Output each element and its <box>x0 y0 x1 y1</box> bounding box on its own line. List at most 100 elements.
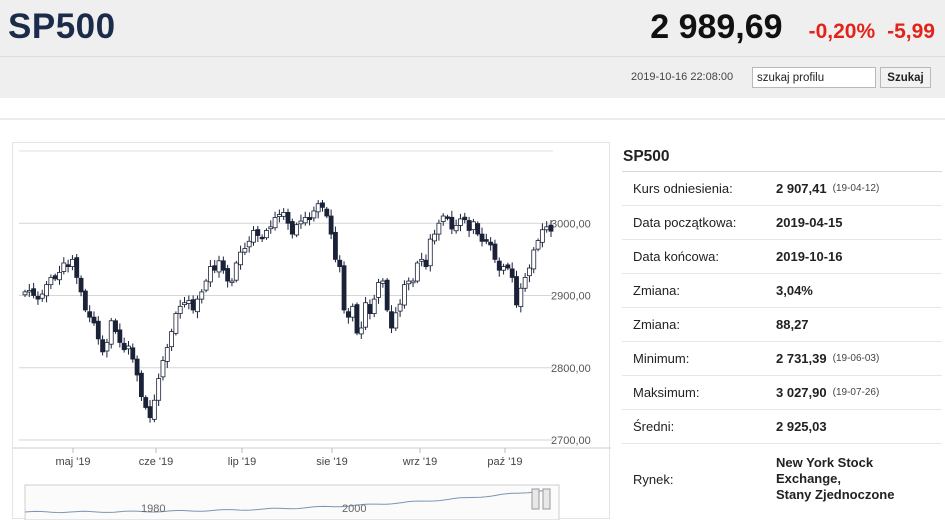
candle-body <box>259 236 265 240</box>
candle-body <box>531 249 537 270</box>
candle-body <box>104 342 110 352</box>
candle-body <box>311 210 317 219</box>
candle-body <box>453 225 459 232</box>
candle-body <box>186 300 192 304</box>
candle-body <box>108 320 114 345</box>
candle-body <box>307 217 312 221</box>
candle-body <box>337 259 343 267</box>
candle-body <box>488 241 494 246</box>
stats-row-value: 2 907,41 <box>776 181 827 196</box>
candle-body <box>207 266 213 283</box>
x-tick-label: paź '19 <box>487 456 522 468</box>
candle-body <box>406 280 412 285</box>
candle-body <box>113 320 118 333</box>
candle-body <box>522 277 528 289</box>
candle-body <box>272 217 278 229</box>
stats-row-market: Rynek: New York Stock Exchange, Stany Zj… <box>622 444 942 514</box>
stats-row-value: 2 731,39 <box>776 351 827 366</box>
candle-body <box>397 303 403 312</box>
candle-body <box>535 240 541 250</box>
candle-body <box>147 406 153 419</box>
candle-body <box>479 233 485 242</box>
candle-body <box>414 262 420 282</box>
candle-body <box>389 311 394 329</box>
stats-row: Średni: 2 925,03 <box>622 410 942 444</box>
candle-body <box>48 277 54 286</box>
x-tick-label: cze '19 <box>139 456 174 468</box>
stats-row-value: 3,04% <box>776 283 813 298</box>
candle-body <box>445 216 450 219</box>
candle-body <box>294 224 300 236</box>
navigator-handle-left[interactable] <box>531 488 540 510</box>
stats-row-date: (19-07-26) <box>832 387 880 398</box>
candle-body <box>363 302 369 328</box>
candle-body <box>427 238 433 267</box>
navigator-label: 2000 <box>342 503 366 515</box>
x-tick-label: sie '19 <box>316 456 347 468</box>
candle-body <box>139 372 144 398</box>
y-tick-label: 2900,00 <box>551 291 591 303</box>
stats-rows: Kurs odniesienia: 2 907,41 (19-04-12) Data … <box>622 172 942 444</box>
candle-body <box>501 266 506 271</box>
price-block: 2 989,69 -0,20% -5,99 <box>650 8 935 47</box>
candle-body <box>492 243 498 260</box>
y-tick-label: 2800,00 <box>551 363 591 375</box>
chart-container: 3000,00 2900,00 2800,00 2700,00 maj '19 cze '… <box>12 142 611 520</box>
candle-body <box>199 291 205 300</box>
stats-row-value: 2019-10-16 <box>776 249 843 264</box>
candle-body <box>505 264 511 269</box>
candle-body <box>195 298 200 313</box>
stats-row: Zmiana: 88,27 <box>622 308 942 342</box>
candle-body <box>333 231 338 260</box>
candle-body <box>151 399 157 420</box>
stats-row: Data początkowa: 2019-04-15 <box>622 206 942 240</box>
candle-body <box>440 215 446 222</box>
candle-body <box>95 320 101 340</box>
x-tick-label: maj '19 <box>55 456 90 468</box>
stats-table: SP500 Kurs odniesienia: 2 907,41 (19-04-12… <box>622 142 942 514</box>
candle-body <box>341 265 347 311</box>
candle-body <box>268 226 274 230</box>
candle-body <box>302 217 308 224</box>
stats-row-label: Zmiana: <box>633 283 680 298</box>
candle-body <box>548 224 554 232</box>
stats-row: Minimum: 2 731,39 (19-06-03) <box>622 342 942 376</box>
candle-body <box>475 223 481 235</box>
candle-body <box>82 290 88 311</box>
search-button[interactable]: Szukaj <box>880 67 931 88</box>
last-price: 2 989,69 <box>650 8 783 46</box>
candle-body <box>44 284 49 297</box>
candle-body <box>255 229 261 236</box>
navigator-handle-right[interactable] <box>542 488 551 510</box>
stats-row-value: 3 027,90 <box>776 385 827 400</box>
candlestick-chart[interactable]: 3000,00 2900,00 2800,00 2700,00 maj '19 cze '… <box>13 143 611 520</box>
change-absolute: -5,99 <box>887 20 935 43</box>
stats-row-label: Kurs odniesienia: <box>633 181 733 196</box>
candle-body <box>539 229 545 243</box>
candle-body <box>470 221 476 231</box>
candle-body <box>432 233 437 242</box>
candle-body <box>371 298 377 314</box>
candle-body <box>483 239 489 242</box>
candle-body <box>345 311 351 318</box>
stats-row-label: Maksimum: <box>633 385 700 400</box>
candle-body <box>384 279 390 311</box>
candle-body <box>436 222 442 235</box>
candle-body <box>358 327 364 335</box>
stats-row-label: Minimum: <box>633 351 690 366</box>
x-tick-label: lip '19 <box>228 456 256 468</box>
candle-body <box>121 342 127 351</box>
candle-body <box>229 280 235 283</box>
candle-body <box>190 299 196 311</box>
y-tick-label: 2700,00 <box>551 435 591 447</box>
search-input[interactable] <box>752 67 876 88</box>
candle-body <box>182 302 187 306</box>
candle-body <box>423 259 429 267</box>
y-tick-label: 3000,00 <box>551 218 591 230</box>
candle-body <box>39 293 45 299</box>
candle-body <box>26 290 32 293</box>
candle-body <box>100 339 106 353</box>
stats-row: Maksimum: 3 027,90 (19-07-26) <box>622 376 942 410</box>
symbol-title: SP500 <box>8 7 116 46</box>
candle-body <box>462 216 468 221</box>
